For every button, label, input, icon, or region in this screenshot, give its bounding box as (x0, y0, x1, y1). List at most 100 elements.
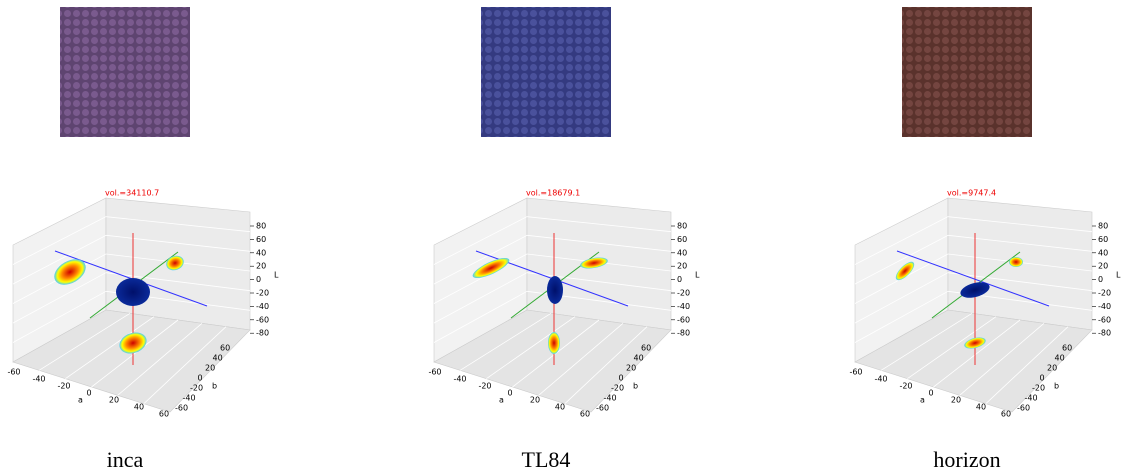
grid (433, 272, 528, 324)
a-tick-label: 40 (134, 403, 144, 412)
l-tick-label: 60 (677, 235, 687, 244)
b-tick-label: -40 (1025, 394, 1038, 403)
grid (526, 216, 672, 233)
a-tick-label: -40 (453, 375, 466, 384)
grid (91, 319, 179, 388)
grid (38, 312, 131, 371)
b-tick-label: 20 (205, 364, 215, 373)
l-tick-label: -80 (256, 329, 269, 338)
l-tick-label: -60 (1098, 315, 1111, 324)
projection-a-l (54, 259, 86, 285)
a-tick-label: -60 (849, 368, 862, 377)
l-tick-label: -20 (1098, 289, 1111, 298)
grid (947, 234, 1093, 252)
l-axis-label: L (1116, 271, 1121, 280)
l-axis-label: L (695, 271, 700, 280)
grid (105, 216, 251, 233)
l-tick-label: 20 (1098, 262, 1108, 271)
a-tick-label: 40 (555, 403, 565, 412)
l-tick-label: 80 (1098, 222, 1108, 231)
caption: TL84 (522, 447, 571, 472)
a-tick-label: 60 (1001, 410, 1011, 419)
l-tick-label: 40 (256, 248, 266, 257)
grid (486, 316, 576, 379)
l-tick-label: -20 (256, 289, 269, 298)
grid (933, 319, 1021, 388)
l-tick-label: 40 (677, 248, 687, 257)
l-tick-label: 80 (677, 222, 687, 231)
l-tick-label: -80 (1098, 329, 1111, 338)
l-axis-label: L (274, 271, 279, 280)
grid (117, 323, 203, 396)
a-tick-label: -40 (32, 375, 45, 384)
a-tick-label: 40 (976, 403, 986, 412)
sample-image (60, 7, 190, 137)
projection-b-l (166, 255, 184, 271)
l-tick-label: -40 (677, 302, 690, 311)
grid (12, 234, 107, 285)
grid (433, 290, 528, 343)
b-tick-label: 0 (1040, 374, 1045, 383)
volume-label: vol.=18679.1 (526, 189, 580, 198)
l-tick-label: -80 (677, 329, 690, 338)
l-tick-label: -20 (677, 289, 690, 298)
a-axis-label: a (78, 396, 83, 405)
volume-label: vol.=34110.7 (105, 189, 159, 198)
l-tick-label: -60 (256, 315, 269, 324)
axis-a (896, 250, 1050, 307)
a-tick-label: -60 (7, 368, 20, 377)
projection-a-l (895, 261, 915, 281)
a-tick-label: 60 (580, 410, 590, 419)
b-tick-label: -60 (596, 404, 609, 413)
a-tick-label: 20 (951, 396, 961, 405)
b-tick-label: 0 (619, 374, 624, 383)
projection-b-l (1009, 257, 1023, 267)
b-tick-label: -20 (1032, 384, 1045, 393)
projection-a-b (548, 332, 560, 354)
a-axis-label: a (920, 396, 925, 405)
grid (947, 272, 1093, 292)
l-tick-label: 80 (256, 222, 266, 231)
grid (538, 323, 624, 396)
b-tick-label: -60 (1017, 404, 1030, 413)
b-axis-label: b (633, 382, 638, 391)
grid (143, 326, 227, 404)
grid (564, 326, 648, 404)
a-tick-label: 20 (109, 396, 119, 405)
a-tick-label: -60 (428, 368, 441, 377)
b-axis-label: b (212, 382, 217, 391)
b-tick-label: 20 (1047, 364, 1057, 373)
b-tick-label: -40 (183, 394, 196, 403)
point-cloud (547, 276, 563, 304)
a-tick-label: -20 (478, 382, 491, 391)
b-tick-label: 20 (626, 364, 636, 373)
b-tick-label: 0 (198, 374, 203, 383)
sample-image (481, 7, 611, 137)
grid (959, 323, 1045, 396)
l-tick-label: 60 (1098, 235, 1108, 244)
caption: horizon (933, 447, 1000, 472)
grid (854, 290, 949, 343)
l-tick-label: 40 (1098, 248, 1108, 257)
l-tick-label: -40 (256, 302, 269, 311)
l-tick-label: 0 (256, 275, 261, 284)
grid (12, 272, 107, 324)
grid (433, 234, 528, 285)
projection-b-l (580, 257, 608, 269)
l-tick-label: 60 (256, 235, 266, 244)
b-tick-label: 40 (213, 354, 223, 363)
b-tick-label: -20 (190, 384, 203, 393)
grid (459, 312, 552, 371)
caption: inca (107, 447, 144, 472)
l-tick-label: 0 (677, 275, 682, 284)
grid (854, 234, 949, 285)
a-tick-label: 20 (530, 396, 540, 405)
volume-label: vol.=9747.4 (947, 189, 996, 198)
b-tick-label: -60 (175, 404, 188, 413)
l-tick-label: 0 (1098, 275, 1103, 284)
b-tick-label: 60 (1062, 344, 1072, 353)
grid (907, 316, 997, 379)
a-tick-label: -20 (57, 382, 70, 391)
